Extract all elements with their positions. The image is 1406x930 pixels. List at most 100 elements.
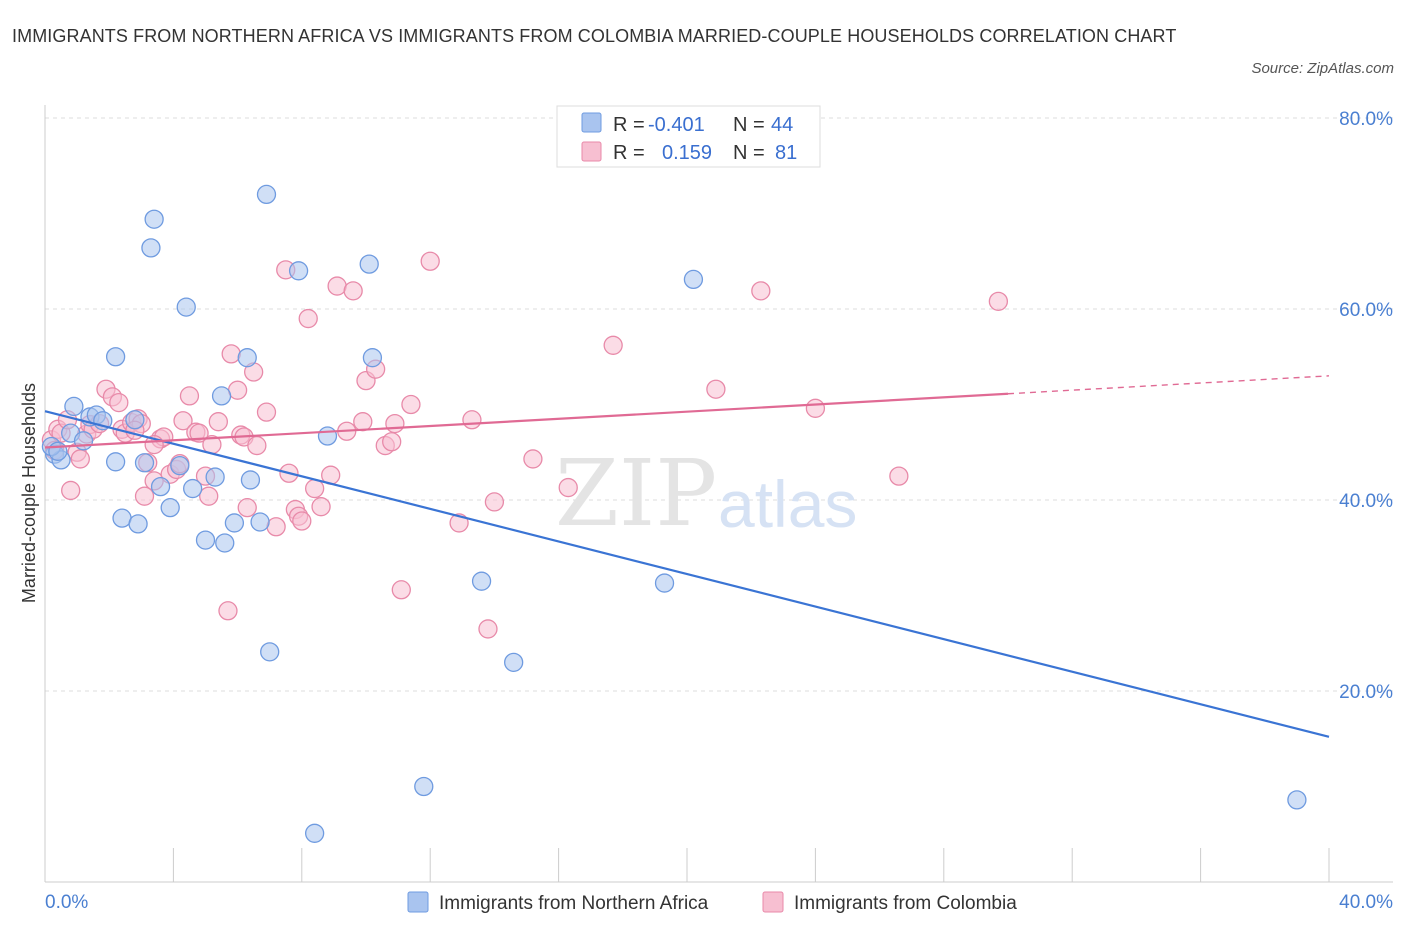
legend-swatch-northern-africa xyxy=(581,112,602,133)
data-point xyxy=(304,823,325,843)
data-point xyxy=(256,184,277,205)
data-point xyxy=(199,486,219,506)
data-point xyxy=(208,412,228,432)
data-point xyxy=(706,379,726,399)
data-point xyxy=(160,497,180,518)
data-point xyxy=(237,497,257,518)
data-point xyxy=(401,394,421,415)
data-point xyxy=(176,297,196,317)
data-point xyxy=(317,426,338,446)
y-tick-labels: 80.0% 60.0% 40.0% 20.0% xyxy=(1339,109,1393,703)
data-point xyxy=(260,642,280,662)
data-point xyxy=(462,410,482,430)
data-point xyxy=(353,412,373,432)
data-point xyxy=(179,386,200,406)
data-point xyxy=(173,411,193,431)
data-point xyxy=(414,776,434,797)
data-point xyxy=(523,449,543,469)
data-point xyxy=(311,497,331,517)
data-point xyxy=(805,398,826,418)
data-point xyxy=(420,251,440,271)
y-tick-label: 20.0% xyxy=(1339,682,1393,703)
data-point xyxy=(751,281,771,301)
watermark: ZIP xyxy=(555,440,717,547)
data-point xyxy=(227,380,248,400)
data-point xyxy=(478,619,498,639)
data-point xyxy=(654,573,675,593)
data-point xyxy=(385,413,405,434)
data-point xyxy=(359,254,379,274)
data-point xyxy=(134,453,155,473)
data-point xyxy=(298,308,318,329)
bottom-legend-swatch-northern-africa xyxy=(407,891,429,913)
data-point xyxy=(382,432,402,452)
data-point xyxy=(343,281,363,301)
legend-r-label: R = xyxy=(613,142,645,164)
data-point xyxy=(391,580,411,600)
x-ticks xyxy=(172,848,1330,882)
data-point xyxy=(683,269,704,290)
data-point xyxy=(125,410,145,430)
chart-title: IMMIGRANTS FROM NORTHERN AFRICA VS IMMIG… xyxy=(12,26,1177,46)
data-point xyxy=(112,508,132,528)
data-point xyxy=(889,466,909,486)
bottom-legend-label-colombia: Immigrants from Colombia xyxy=(794,893,1017,914)
data-point xyxy=(240,470,261,490)
data-point xyxy=(183,478,203,499)
data-point xyxy=(504,652,524,672)
x-tick-label-max: 40.0% xyxy=(1339,892,1393,913)
data-point xyxy=(134,486,155,506)
x-tick-label-min: 0.0% xyxy=(45,892,88,913)
data-point xyxy=(1287,790,1307,810)
y-tick-label: 40.0% xyxy=(1339,491,1393,512)
legend-n-label: N = xyxy=(733,142,765,164)
data-point xyxy=(362,348,383,368)
axes xyxy=(44,105,1393,883)
grid-lines xyxy=(45,117,1393,692)
legend-r-value-colombia: 0.159 xyxy=(662,142,712,164)
trend-line-northern-africa xyxy=(44,410,1330,738)
data-point xyxy=(105,452,126,472)
trend-line-extension xyxy=(1007,375,1330,395)
legend-n-value-colombia: 81 xyxy=(775,142,797,164)
data-point xyxy=(105,347,126,367)
data-point xyxy=(215,533,235,553)
bottom-legend-swatch-colombia xyxy=(762,891,784,913)
data-point xyxy=(73,431,94,451)
data-point xyxy=(292,511,312,531)
legend-r-label: R = xyxy=(613,114,645,136)
bottom-legend-label-northern-africa: Immigrants from Northern Africa xyxy=(439,893,709,914)
trend-lines xyxy=(44,375,1330,738)
data-point xyxy=(61,480,81,501)
data-point xyxy=(224,513,245,533)
series-northern-africa xyxy=(41,184,1307,843)
data-point xyxy=(484,492,505,512)
data-point xyxy=(150,476,171,497)
trend-line-colombia xyxy=(44,392,1009,449)
data-point xyxy=(205,467,225,487)
data-point xyxy=(221,344,241,364)
data-point xyxy=(218,601,238,621)
legend-n-label: N = xyxy=(733,114,765,136)
data-point xyxy=(170,455,190,476)
legend-n-value-northern-africa: 44 xyxy=(771,114,793,136)
data-point xyxy=(247,435,267,456)
data-point xyxy=(64,396,84,417)
data-point xyxy=(471,571,492,591)
y-axis-label: Married-couple Households xyxy=(19,383,39,603)
data-point xyxy=(128,514,148,534)
data-point xyxy=(195,530,216,550)
data-point xyxy=(988,291,1009,312)
data-point xyxy=(48,441,68,461)
data-point xyxy=(144,209,164,229)
legend-box: R = -0.401 N = 44 R = 0.159 N = 81 xyxy=(556,105,821,168)
data-point xyxy=(141,238,161,258)
data-point xyxy=(288,261,309,281)
source-credit: Source: ZipAtlas.com xyxy=(1251,60,1394,77)
watermark-atlas: atlas xyxy=(718,467,857,541)
legend-r-value-northern-africa: -0.401 xyxy=(648,114,705,136)
data-point xyxy=(109,392,129,413)
data-point xyxy=(603,335,623,355)
bottom-legend: Immigrants from Northern Africa Immigran… xyxy=(407,891,1017,914)
